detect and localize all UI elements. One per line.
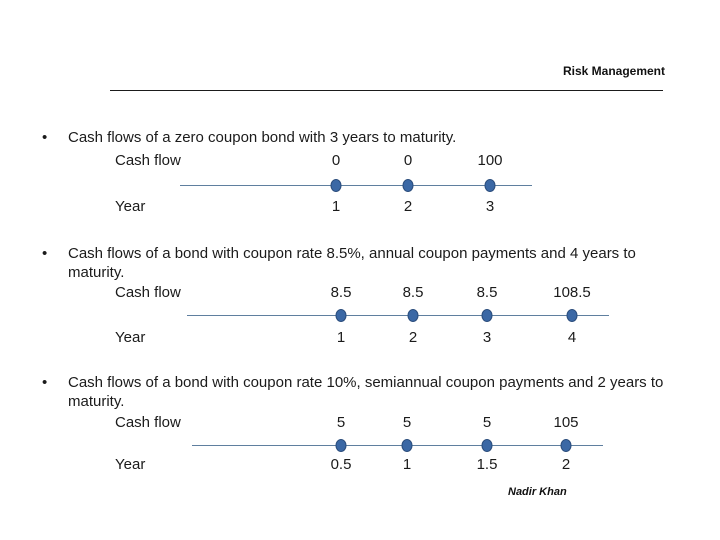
timeline-dot [560,439,572,452]
timeline-line [187,315,609,316]
section-semiannual-coupon-bond: • Cash flows of a bond with coupon rate … [0,373,720,477]
bullet-marker: • [42,129,48,146]
cashflow-value: 108.5 [553,284,591,301]
bullet-text: Cash flows of a zero coupon bond with 3 … [68,129,457,146]
slide-title: Risk Management [562,64,665,78]
year-value: 2 [561,456,571,473]
timeline-dot [402,179,414,192]
cashflow-value: 0 [403,152,413,169]
cashflow-row-label: Cash flow [115,414,181,431]
year-row-label: Year [115,456,146,473]
cashflow-value: 5 [336,414,346,431]
section-annual-coupon-bond: • Cash flows of a bond with coupon rate … [0,244,720,348]
bullet-text: Cash flows of a bond with coupon rate 10… [68,374,664,410]
year-value: 2 [408,329,418,346]
year-value: 1.5 [476,456,498,473]
cashflow-value: 5 [402,414,412,431]
author-credit: Nadir Khan [508,486,567,498]
year-value: 1 [336,329,346,346]
year-row-label: Year [115,198,146,215]
title-divider-line [110,90,663,91]
timeline-dot [484,179,496,192]
bullet-text: Cash flows of a bond with coupon rate 8.… [68,245,636,281]
year-value: 4 [567,329,577,346]
cashflow-value: 100 [477,152,503,169]
bullet-marker: • [42,245,48,262]
cashflow-value: 105 [553,414,579,431]
cashflow-value: 5 [482,414,492,431]
year-value: 1 [331,198,341,215]
timeline-line [180,185,532,186]
timeline-line [192,445,603,446]
bullet-marker: • [42,374,48,391]
cashflow-row-label: Cash flow [115,284,181,301]
year-value: 1 [402,456,412,473]
cashflow-value: 8.5 [330,284,352,301]
timeline-dot [566,309,578,322]
timeline-dot [335,309,347,322]
cashflow-value: 8.5 [402,284,424,301]
cashflow-value: 8.5 [476,284,498,301]
section-zero-coupon-bond: • Cash flows of a zero coupon bond with … [0,128,720,224]
year-value: 0.5 [330,456,352,473]
timeline-dot [407,309,419,322]
cashflow-row-label: Cash flow [115,152,181,169]
year-value: 3 [485,198,495,215]
timeline-dot [481,309,493,322]
timeline-dot [335,439,347,452]
year-row-label: Year [115,329,146,346]
year-value: 2 [403,198,413,215]
timeline-dot [401,439,413,452]
cashflow-value: 0 [331,152,341,169]
timeline-dot [330,179,342,192]
year-value: 3 [482,329,492,346]
timeline-dot [481,439,493,452]
